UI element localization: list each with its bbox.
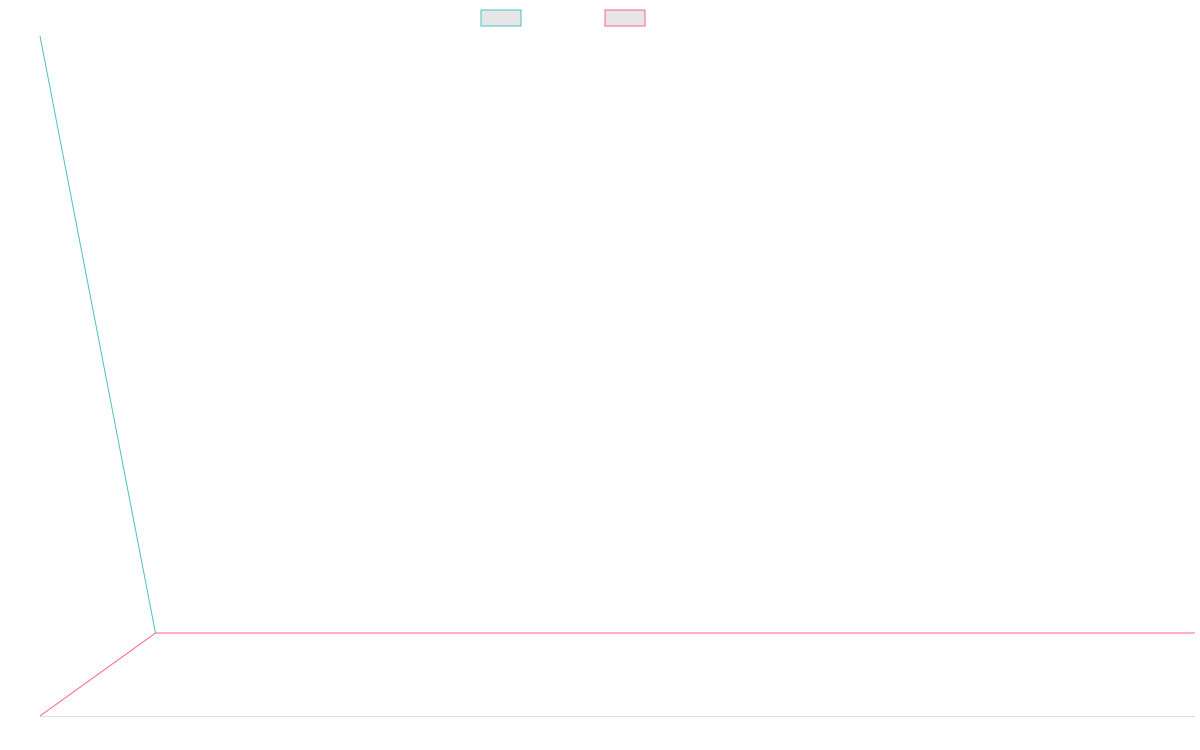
legend-swatch-2[interactable] bbox=[604, 9, 646, 27]
chart-series bbox=[39, 35, 1195, 717]
series-line-2 bbox=[39, 632, 1195, 717]
chart-legend bbox=[480, 9, 646, 27]
legend-swatch-1[interactable] bbox=[480, 9, 522, 27]
series-line-1 bbox=[39, 35, 1195, 634]
